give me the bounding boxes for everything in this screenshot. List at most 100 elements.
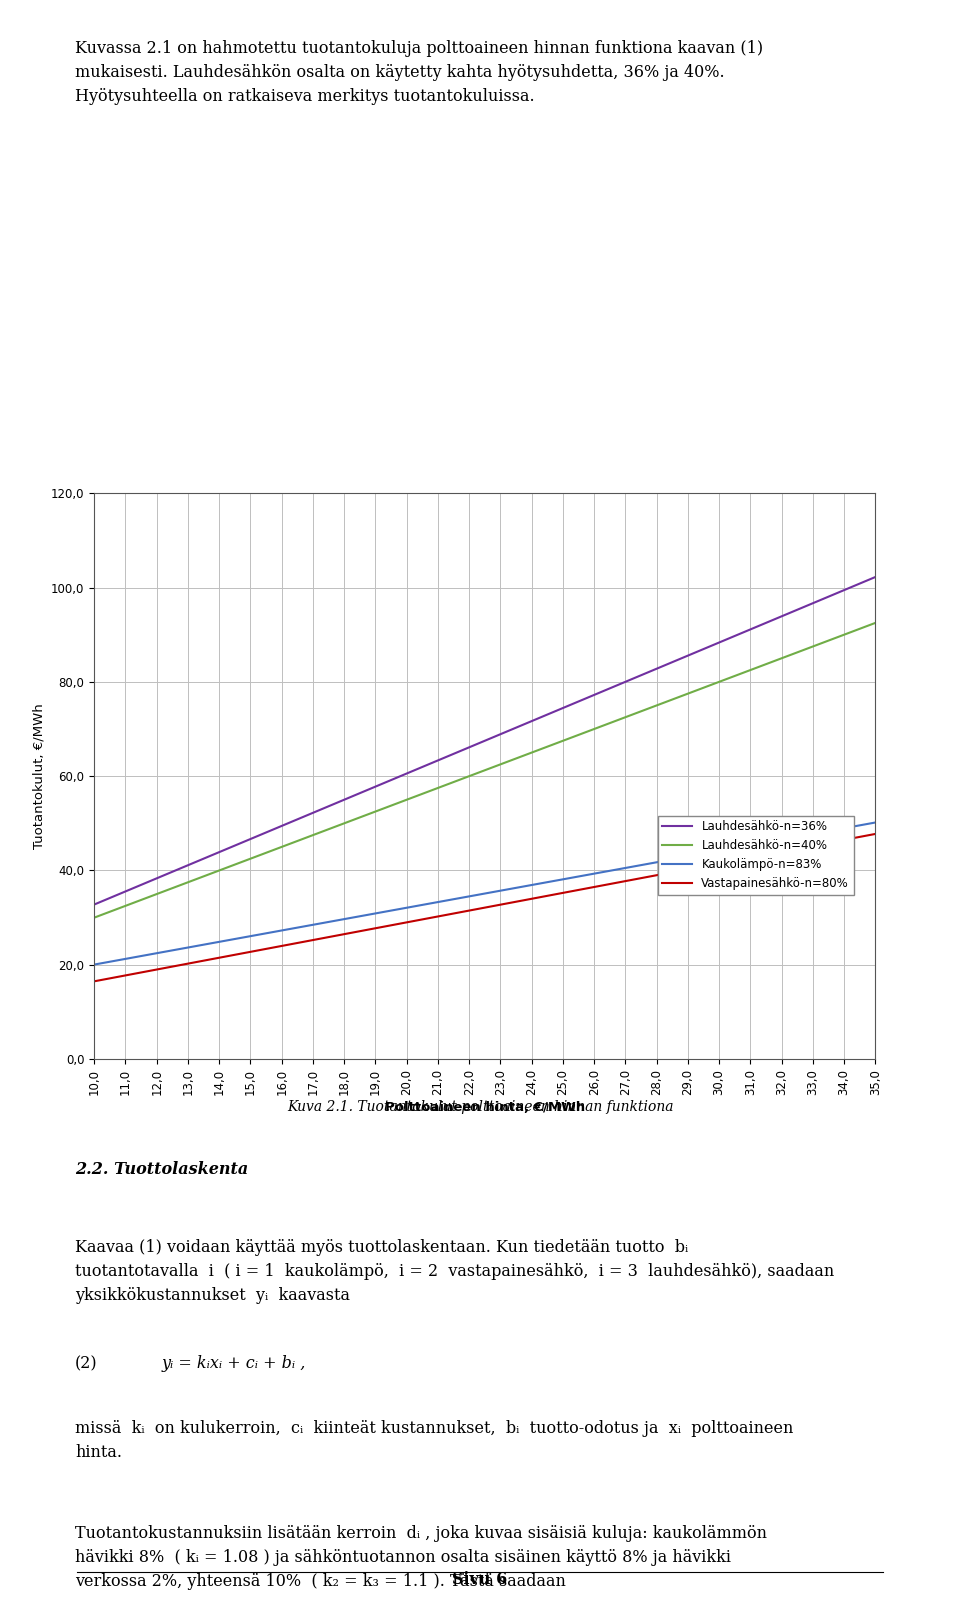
Lauhdesähkö-n=36% [182, 855, 194, 875]
Lauhdesähkö-n=36% [776, 606, 787, 626]
Lauhdesähkö-n=40% [870, 613, 881, 632]
Vastapainesähkö-n=80% [276, 936, 287, 956]
Lauhdesähkö-n=40% [307, 825, 319, 844]
Kaukolämpö-n=83% [276, 920, 287, 939]
Lauhdesähkö-n=36% [120, 881, 132, 901]
Lauhdesähkö-n=36% [683, 645, 694, 665]
Lauhdesähkö-n=40% [494, 755, 506, 775]
Vastapainesähkö-n=80% [651, 865, 662, 884]
Lauhdesähkö-n=40% [651, 695, 662, 715]
Y-axis label: Tuotantokulut, €/MWh: Tuotantokulut, €/MWh [33, 703, 45, 849]
Lauhdesähkö-n=36% [307, 804, 319, 823]
Vastapainesähkö-n=80% [713, 854, 725, 873]
Lauhdesähkö-n=40% [182, 873, 194, 893]
Vastapainesähkö-n=80% [432, 907, 444, 927]
Vastapainesähkö-n=80% [807, 836, 819, 855]
Text: missä  kᵢ  on kulukerroin,  cᵢ  kiinteät kustannukset,  bᵢ  tuotto-odotus ja  xᵢ: missä kᵢ on kulukerroin, cᵢ kiinteät kus… [75, 1420, 793, 1460]
Text: Tuotantokustannuksiin lisätään kerroin  dᵢ , joka kuvaa sisäisiä kuluja: kaukolä: Tuotantokustannuksiin lisätään kerroin d… [75, 1525, 767, 1590]
Kaukolämpö-n=83% [245, 927, 256, 946]
Lauhdesähkö-n=36% [557, 699, 568, 718]
Vastapainesähkö-n=80% [151, 960, 162, 980]
Vastapainesähkö-n=80% [526, 889, 538, 909]
Lauhdesähkö-n=40% [838, 624, 850, 644]
Vastapainesähkö-n=80% [370, 918, 381, 938]
Kaukolämpö-n=83% [494, 881, 506, 901]
Text: Kuvassa 2.1 on hahmotettu tuotantokuluja polttoaineen hinnan funktiona kaavan (1: Kuvassa 2.1 on hahmotettu tuotantokuluja… [75, 40, 763, 105]
Kaukolämpö-n=83% [838, 818, 850, 838]
Lauhdesähkö-n=40% [713, 673, 725, 692]
Kaukolämpö-n=83% [557, 870, 568, 889]
Lauhdesähkö-n=40% [370, 802, 381, 821]
Vastapainesähkö-n=80% [339, 925, 350, 944]
Lauhdesähkö-n=40% [339, 813, 350, 833]
Line: Lauhdesähkö-n=36%: Lauhdesähkö-n=36% [94, 577, 876, 904]
Lauhdesähkö-n=40% [120, 896, 132, 915]
Kaukolämpö-n=83% [526, 875, 538, 894]
Lauhdesähkö-n=40% [745, 660, 756, 679]
Kaukolämpö-n=83% [151, 943, 162, 962]
Line: Kaukolämpö-n=83%: Kaukolämpö-n=83% [94, 823, 876, 965]
Kaukolämpö-n=83% [776, 830, 787, 849]
Text: yᵢ = kᵢxᵢ + cᵢ + bᵢ ,: yᵢ = kᵢxᵢ + cᵢ + bᵢ , [161, 1355, 306, 1373]
Lauhdesähkö-n=40% [401, 791, 413, 810]
Text: Kaavaa (1) voidaan käyttää myös tuottolaskentaan. Kun tiedetään tuotto  bᵢ
tuota: Kaavaa (1) voidaan käyttää myös tuottola… [75, 1239, 834, 1303]
Lauhdesähkö-n=40% [557, 731, 568, 750]
Text: (2): (2) [75, 1355, 98, 1373]
Kaukolämpö-n=83% [88, 956, 100, 975]
Vastapainesähkö-n=80% [213, 948, 225, 967]
Lauhdesähkö-n=36% [494, 724, 506, 744]
Lauhdesähkö-n=36% [745, 619, 756, 639]
Line: Lauhdesähkö-n=40%: Lauhdesähkö-n=40% [94, 623, 876, 918]
Lauhdesähkö-n=36% [213, 842, 225, 862]
Lauhdesähkö-n=36% [807, 593, 819, 613]
Vastapainesähkö-n=80% [557, 883, 568, 902]
Text: 2.2. Tuottolaskenta: 2.2. Tuottolaskenta [75, 1161, 249, 1179]
Vastapainesähkö-n=80% [307, 930, 319, 949]
Kaukolämpö-n=83% [213, 931, 225, 951]
Lauhdesähkö-n=36% [838, 581, 850, 600]
Lauhdesähkö-n=40% [807, 637, 819, 657]
Lauhdesähkö-n=40% [464, 766, 475, 786]
Vastapainesähkö-n=80% [88, 972, 100, 991]
Lauhdesähkö-n=36% [339, 791, 350, 810]
Kaukolämpö-n=83% [464, 886, 475, 906]
Lauhdesähkö-n=36% [370, 776, 381, 796]
Lauhdesähkö-n=40% [213, 860, 225, 880]
Vastapainesähkö-n=80% [120, 965, 132, 985]
Lauhdesähkö-n=36% [401, 763, 413, 783]
Vastapainesähkö-n=80% [182, 954, 194, 973]
Lauhdesähkö-n=40% [88, 909, 100, 928]
Lauhdesähkö-n=36% [432, 750, 444, 770]
Lauhdesähkö-n=40% [276, 838, 287, 857]
Kaukolämpö-n=83% [182, 938, 194, 957]
Text: Sivu 6: Sivu 6 [452, 1570, 508, 1588]
Kaukolämpö-n=83% [307, 915, 319, 935]
Lauhdesähkö-n=40% [432, 778, 444, 797]
Lauhdesähkö-n=36% [526, 711, 538, 731]
Lauhdesähkö-n=36% [245, 830, 256, 849]
Lauhdesähkö-n=40% [151, 884, 162, 904]
Lauhdesähkö-n=40% [526, 742, 538, 762]
Lauhdesähkö-n=36% [88, 894, 100, 914]
Kaukolämpö-n=83% [870, 813, 881, 833]
Vastapainesähkö-n=80% [494, 894, 506, 914]
Kaukolämpö-n=83% [651, 852, 662, 872]
Lauhdesähkö-n=36% [276, 817, 287, 836]
Lauhdesähkö-n=40% [588, 720, 600, 739]
Kaukolämpö-n=83% [745, 836, 756, 855]
Lauhdesähkö-n=36% [870, 568, 881, 587]
Vastapainesähkö-n=80% [245, 943, 256, 962]
Vastapainesähkö-n=80% [401, 912, 413, 931]
Vastapainesähkö-n=80% [745, 847, 756, 867]
Lauhdesähkö-n=40% [619, 708, 631, 728]
Kaukolämpö-n=83% [619, 859, 631, 878]
Vastapainesähkö-n=80% [838, 830, 850, 849]
Kaukolämpö-n=83% [120, 949, 132, 969]
Legend: Lauhdesähkö-n=36%, Lauhdesähkö-n=40%, Kaukolämpö-n=83%, Vastapainesähkö-n=80%: Lauhdesähkö-n=36%, Lauhdesähkö-n=40%, Ka… [658, 815, 853, 894]
Text: Kuva 2.1. Tuotantokulut polttoaineen hinnan funktiona: Kuva 2.1. Tuotantokulut polttoaineen hin… [287, 1100, 673, 1114]
Lauhdesähkö-n=36% [464, 737, 475, 757]
Kaukolämpö-n=83% [588, 863, 600, 883]
Kaukolämpö-n=83% [432, 893, 444, 912]
Line: Vastapainesähkö-n=80%: Vastapainesähkö-n=80% [94, 834, 876, 982]
Lauhdesähkö-n=40% [683, 684, 694, 703]
